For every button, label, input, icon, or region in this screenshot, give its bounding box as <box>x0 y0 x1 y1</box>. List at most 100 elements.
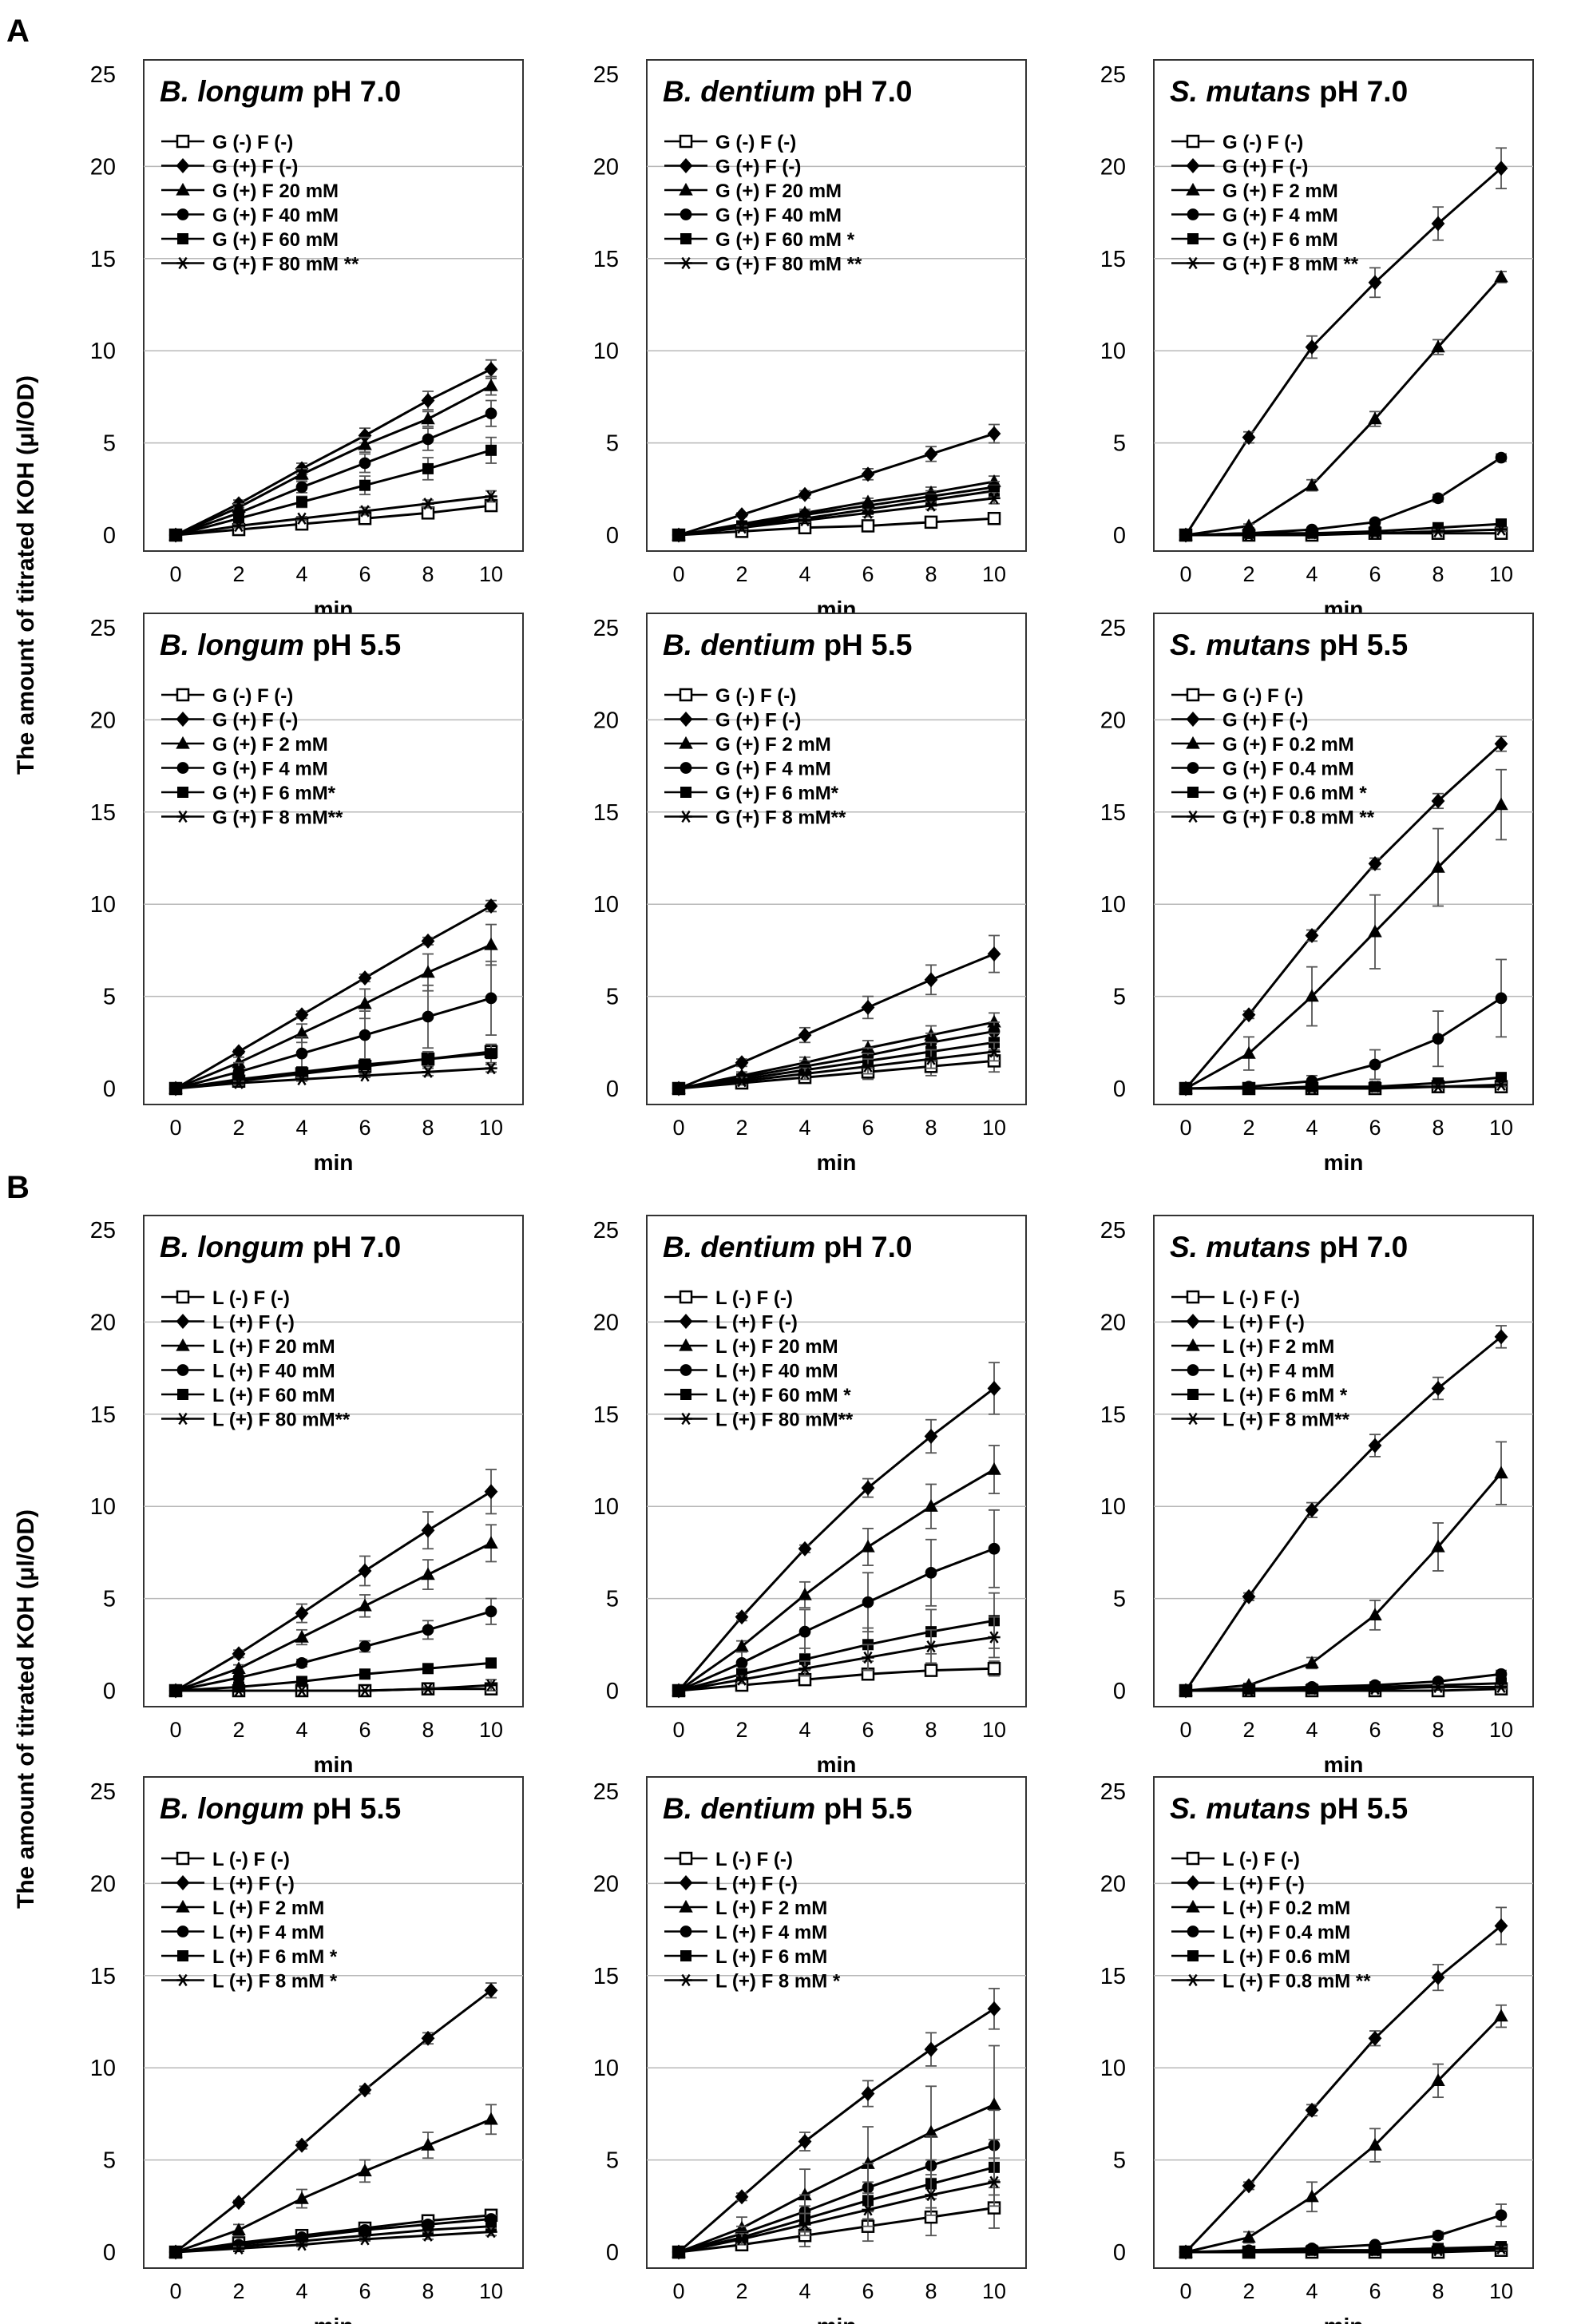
legend-marker <box>1186 1290 1200 1304</box>
data-point <box>422 462 434 474</box>
chart-6: 0 5 10 15 20 25 0 2 4 6 8 10 min S. mutans pH 5.5 G (-… <box>1100 613 1534 1175</box>
legend-label: L (+) F 40 mM <box>715 1361 838 1382</box>
legend-label: L (+) F 20 mM <box>212 1336 335 1358</box>
star-stroke <box>1244 529 1254 541</box>
y-tick-label: 10 <box>90 1494 116 1520</box>
legend-marker <box>680 1364 692 1376</box>
series-line <box>175 2225 492 2254</box>
y-tick-label: 25 <box>593 1779 619 1805</box>
legend-marker <box>176 736 190 749</box>
series-6 <box>1179 523 1508 541</box>
data-point <box>987 946 1001 962</box>
data-point <box>295 1605 309 1621</box>
y-tick-label: 15 <box>90 247 116 272</box>
x-tick-label: 8 <box>925 562 937 586</box>
star-stroke <box>423 2229 433 2242</box>
data-point <box>421 1522 435 1538</box>
data-point <box>735 522 748 534</box>
data-point <box>484 898 498 914</box>
legend-label: L (-) F (-) <box>1222 1287 1300 1309</box>
x-axis-label: min <box>1324 2314 1364 2324</box>
star-stroke <box>1433 2244 1443 2257</box>
data-point <box>232 1672 245 1684</box>
star-stroke <box>297 512 307 525</box>
chart-title-species: B. dentium <box>663 629 815 661</box>
series-line <box>176 1684 492 1692</box>
legend-item: G (+) F (-) <box>1171 710 1308 732</box>
series-line <box>1184 1925 1502 2254</box>
legend-marker <box>1187 208 1199 220</box>
legend-marker <box>1186 182 1200 196</box>
legend-marker <box>679 1290 693 1304</box>
series-line <box>1185 2214 1502 2254</box>
data-point <box>484 361 498 377</box>
legend-label: L (+) F (-) <box>1222 1874 1305 1895</box>
series-line <box>678 2207 995 2254</box>
legend-label: G (+) F 8 mM ** <box>1222 254 1359 276</box>
series-6 <box>672 492 1001 541</box>
chart-title-ph: pH 7.0 <box>1311 1231 1408 1263</box>
series-line <box>175 1052 492 1090</box>
legend-marker <box>1187 1364 1199 1376</box>
chart-7: 0 5 10 15 20 25 0 2 4 6 8 10 min B. longum pH 7.0 L (-… <box>90 1215 524 1777</box>
data-point <box>1306 1683 1318 1695</box>
legend-item: L (+) F 2 mM <box>1171 1336 1334 1358</box>
legend-item: L (+) F (-) <box>664 1874 798 1895</box>
data-point <box>798 486 812 502</box>
data-point <box>1369 527 1381 540</box>
y-tick-label: 5 <box>1113 985 1126 1010</box>
data-point <box>1431 793 1445 809</box>
star-stroke <box>1181 529 1191 541</box>
y-tick-label: 10 <box>1100 892 1126 918</box>
legend-marker <box>176 182 190 196</box>
data-point <box>862 2203 874 2216</box>
data-point <box>735 1055 749 1071</box>
chart-title-species: S. mutans <box>1170 1792 1311 1825</box>
series-line <box>175 1542 492 1692</box>
x-tick-label: 0 <box>672 1718 684 1742</box>
star-stroke <box>1188 256 1198 270</box>
y-tick-label: 15 <box>90 1964 116 1989</box>
series-line <box>678 1468 995 1692</box>
legend-item: G (+) F 20 mM <box>161 180 339 202</box>
x-tick-label: 2 <box>232 2279 244 2303</box>
data-point <box>485 444 497 456</box>
legend-item: G (+) F (-) <box>161 157 298 178</box>
star-stroke <box>360 505 370 518</box>
data-point <box>1495 2242 1508 2255</box>
series-line <box>678 1547 995 1692</box>
y-tick-label: 25 <box>593 1218 619 1243</box>
x-tick-label: 2 <box>735 1718 747 1742</box>
data-point <box>1432 525 1444 538</box>
plot-area <box>646 1776 1027 2269</box>
x-tick-label: 8 <box>1432 2279 1444 2303</box>
x-tick-label: 6 <box>862 1718 874 1742</box>
star-stroke <box>178 256 188 270</box>
chart-title-species: B. dentium <box>663 1792 815 1825</box>
legend-label: G (-) F (-) <box>1222 132 1303 153</box>
data-point <box>1369 516 1381 529</box>
y-tick-label: 15 <box>90 800 116 826</box>
y-tick-label: 0 <box>103 2240 116 2266</box>
data-point <box>359 1029 371 1041</box>
data-point <box>1494 161 1508 176</box>
legend: G (-) F (-) G (+) F (-)G (+) F 2 mM G (+) … <box>1171 132 1359 276</box>
data-point <box>1495 451 1508 464</box>
star-stroke <box>674 1684 684 1697</box>
data-point <box>1431 2073 1445 2087</box>
legend-item: L (+) F (-) <box>161 1312 295 1334</box>
y-tick-label: 5 <box>1113 431 1126 457</box>
legend-marker <box>1186 1875 1200 1890</box>
data-point <box>485 1061 497 1075</box>
data-point <box>1305 478 1319 491</box>
x-tick-label: 8 <box>422 2279 434 2303</box>
data-point <box>1179 2246 1192 2259</box>
data-point <box>1431 1969 1445 1985</box>
data-point <box>359 1640 371 1652</box>
chart-title-ph: pH 7.0 <box>304 1231 401 1263</box>
x-tick-label: 6 <box>1369 562 1381 586</box>
series-6 <box>672 1616 1001 1697</box>
legend-item: G (-) F (-) <box>1171 132 1303 153</box>
data-point <box>485 992 497 1005</box>
